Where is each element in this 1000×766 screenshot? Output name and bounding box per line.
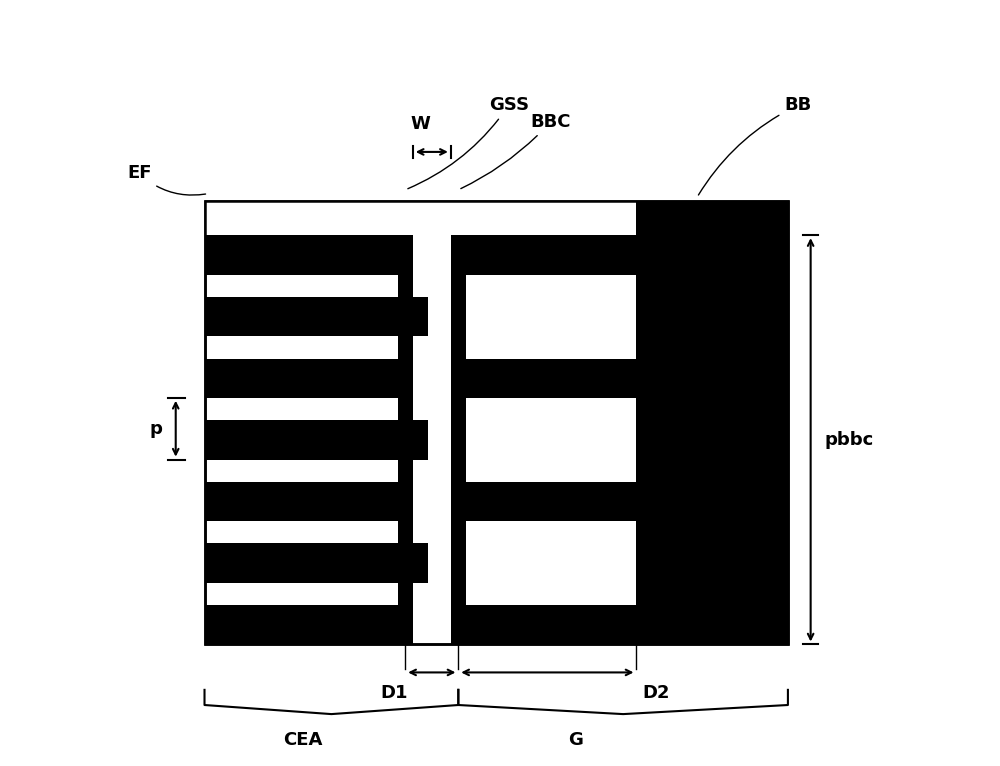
Bar	[466, 336, 636, 358]
Bar	[467, 421, 635, 458]
Bar	[398, 235, 413, 644]
Bar	[466, 482, 636, 521]
Bar	[467, 299, 635, 335]
Text: p: p	[149, 420, 162, 437]
Bar	[451, 235, 466, 644]
Bar	[466, 583, 636, 605]
Text: D1: D1	[380, 684, 408, 702]
Bar	[466, 605, 636, 644]
Text: EF: EF	[127, 165, 206, 195]
Bar	[466, 420, 636, 460]
Text: BBC: BBC	[461, 113, 571, 188]
Bar	[205, 201, 788, 644]
Bar	[466, 235, 636, 275]
Bar	[205, 235, 398, 275]
Text: GSS: GSS	[408, 97, 529, 188]
Text: D2: D2	[642, 684, 670, 702]
Bar	[466, 235, 636, 275]
Bar	[636, 201, 788, 644]
Bar	[413, 297, 428, 336]
Bar	[466, 275, 636, 297]
Bar	[205, 201, 636, 235]
Bar	[466, 398, 636, 420]
Bar	[205, 482, 398, 521]
Bar	[466, 543, 636, 583]
Text: BB: BB	[698, 97, 811, 195]
Bar	[466, 605, 636, 644]
Bar	[466, 482, 636, 521]
Bar	[205, 420, 398, 460]
Bar	[205, 202, 636, 234]
Bar	[466, 521, 636, 543]
Bar	[466, 358, 636, 398]
Text: W: W	[411, 115, 430, 133]
Bar	[467, 545, 635, 581]
Text: CEA: CEA	[283, 731, 323, 749]
Text: pbbc: pbbc	[824, 430, 874, 449]
Bar	[205, 605, 398, 644]
Bar	[205, 201, 788, 644]
Text: G: G	[568, 731, 583, 749]
Bar	[205, 297, 398, 336]
Bar	[205, 543, 398, 583]
Bar	[205, 358, 398, 398]
Bar	[413, 420, 428, 460]
Bar	[413, 543, 428, 583]
Bar	[466, 460, 636, 482]
Bar	[466, 297, 636, 336]
Bar	[636, 201, 788, 644]
Bar	[466, 358, 636, 398]
